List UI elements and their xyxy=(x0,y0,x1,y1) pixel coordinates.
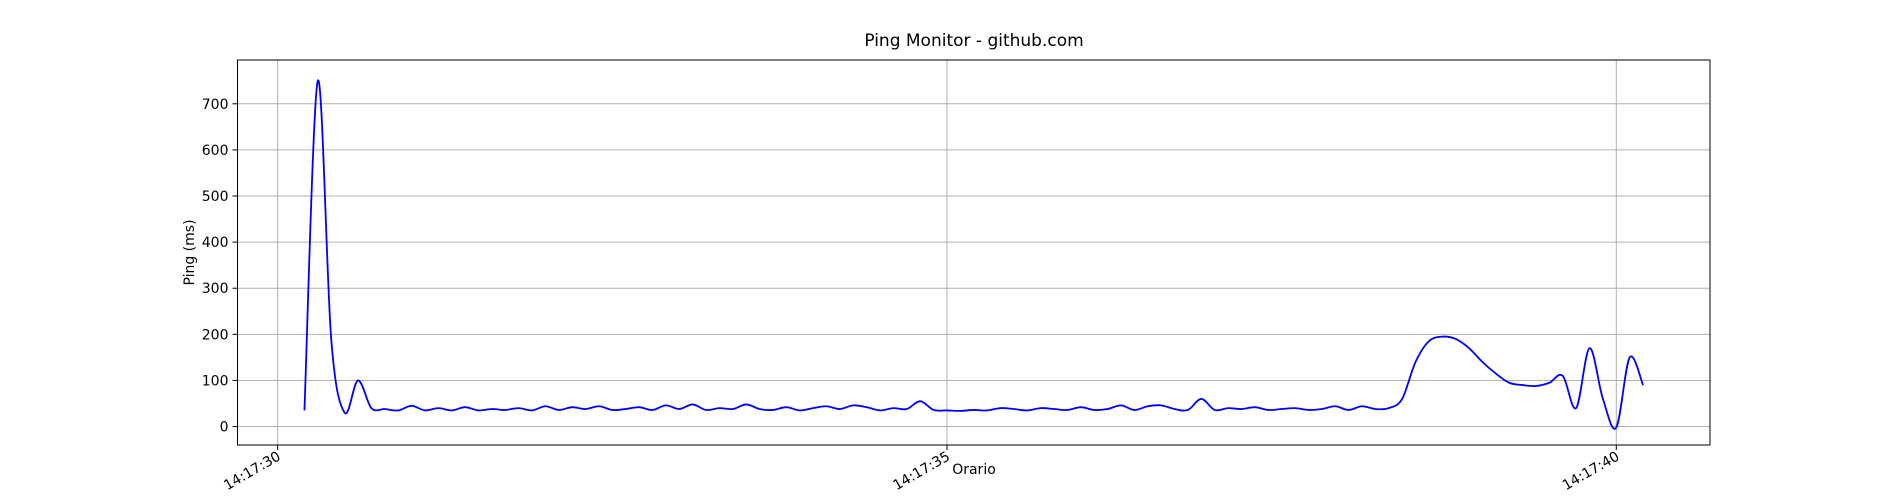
plot-frame xyxy=(237,59,1711,446)
ping-line xyxy=(303,79,1644,430)
y-tick-label: 100 xyxy=(202,373,229,389)
y-tick-label: 600 xyxy=(202,143,229,159)
y-tick-label: 500 xyxy=(202,189,229,205)
y-tick-label: 0 xyxy=(220,420,229,436)
x-axis-label: Orario xyxy=(952,462,996,478)
y-tick-label: 700 xyxy=(202,97,229,113)
y-tick-label: 300 xyxy=(202,281,229,297)
y-axis-label: Ping (ms) xyxy=(182,219,198,285)
chart-title: Ping Monitor - github.com xyxy=(864,31,1083,51)
y-tick-label: 200 xyxy=(202,327,229,343)
y-tick-label: 400 xyxy=(202,235,229,251)
